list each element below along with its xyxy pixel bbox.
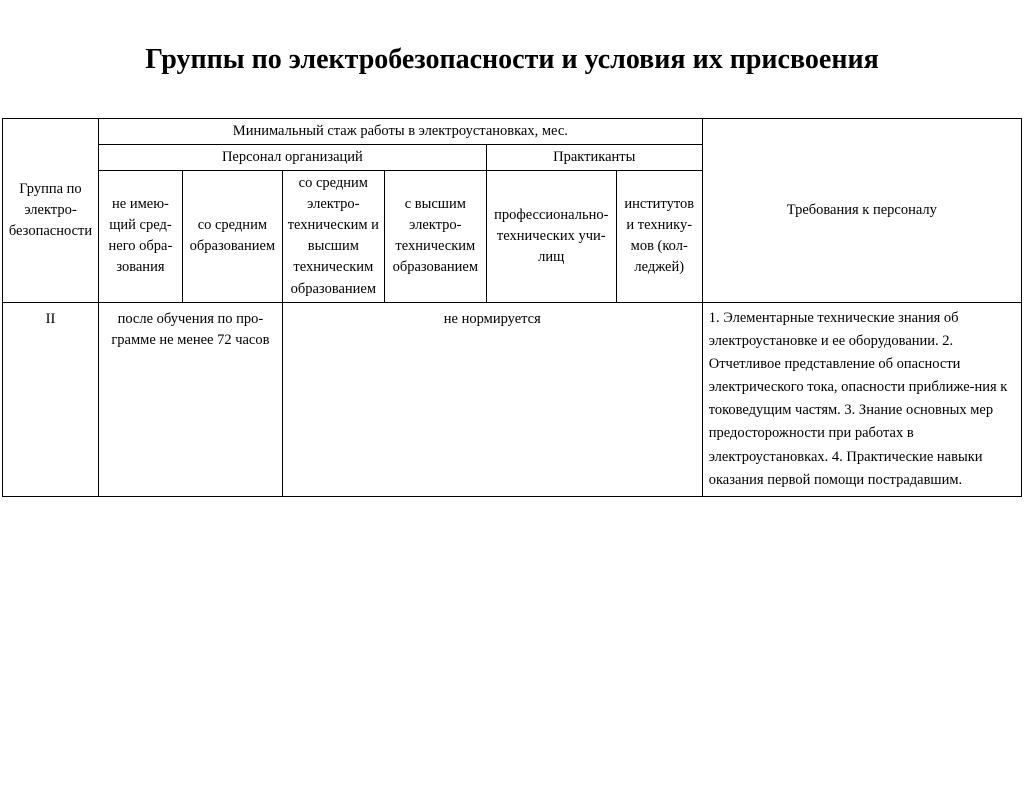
cell-not-regulated: не нормируется: [282, 302, 702, 497]
cell-training: после обучения по про-грамме не менее 72…: [98, 302, 282, 497]
cell-requirements: 1. Элементарные технические знания об эл…: [702, 302, 1021, 497]
header-requirements: Требования к персоналу: [702, 119, 1021, 302]
safety-groups-table: Группа по электро-безопасности Минимальн…: [2, 118, 1022, 497]
header-secondary: со средним образованием: [182, 171, 282, 302]
header-group: Группа по электро-безопасности: [3, 119, 99, 302]
page-title: Группы по электробезопасности и условия …: [0, 42, 1024, 78]
header-vocational: профессионально-технических учи-лищ: [486, 171, 616, 302]
header-institutes: институтов и технику-мов (кол-леджей): [616, 171, 702, 302]
header-interns: Практиканты: [486, 145, 702, 171]
header-personnel-org: Персонал организаций: [98, 145, 486, 171]
header-higher-electro: с высшим электро-техническим образование…: [384, 171, 486, 302]
cell-group: II: [3, 302, 99, 497]
table-row: II после обучения по про-грамме не менее…: [3, 302, 1022, 497]
header-min-experience: Минимальный стаж работы в электроустанов…: [98, 119, 702, 145]
header-no-secondary: не имею-щий сред-него обра-зования: [98, 171, 182, 302]
header-secondary-electro: со средним электро-техническим и высшим …: [282, 171, 384, 302]
